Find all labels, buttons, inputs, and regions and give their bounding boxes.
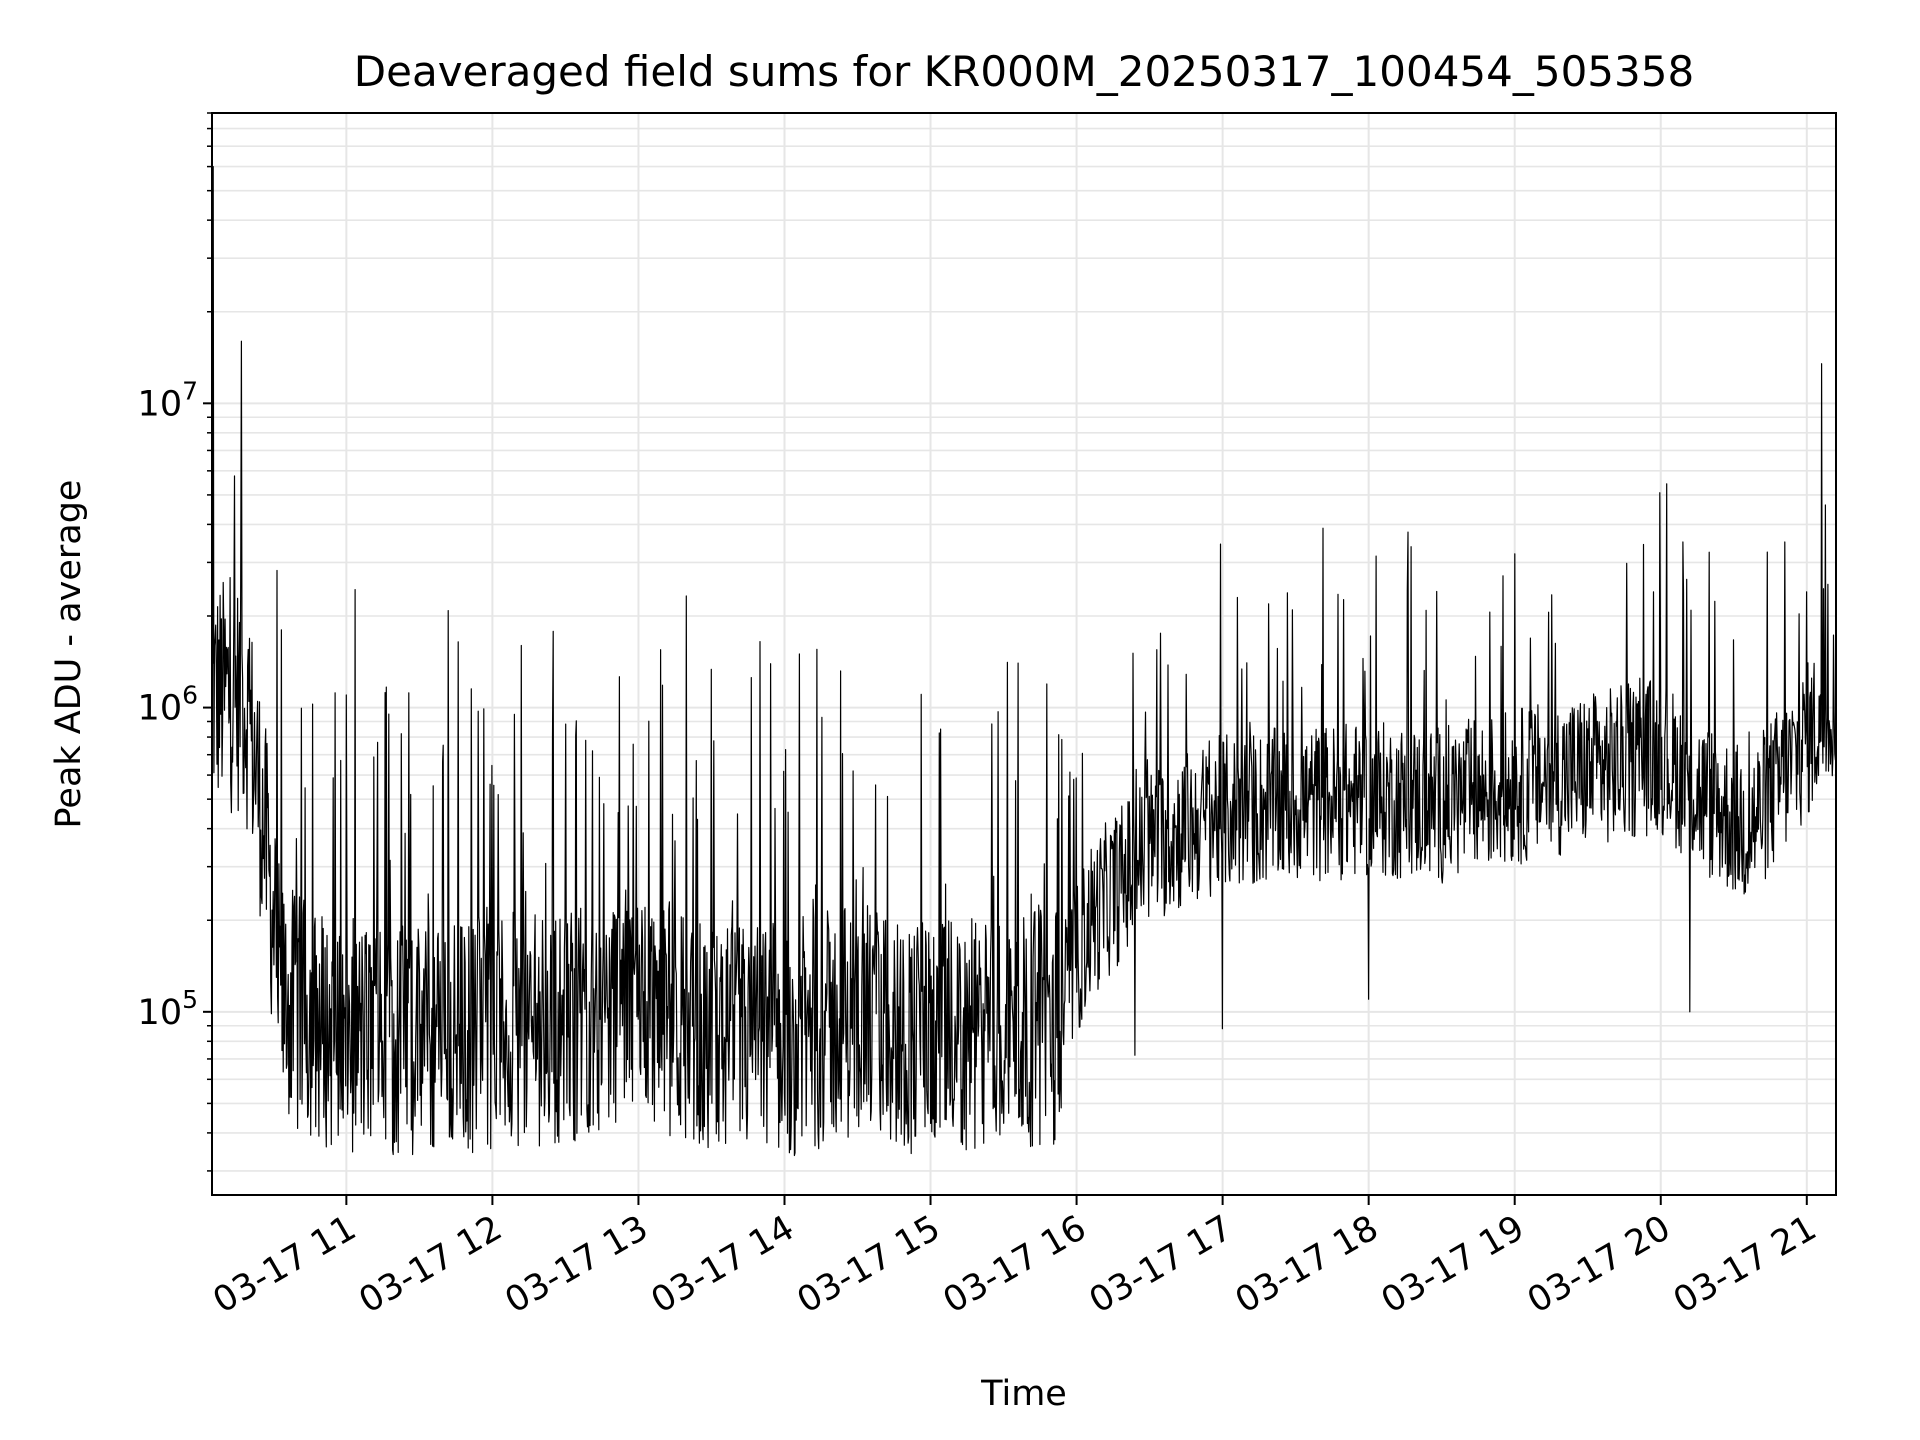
y-axis-ticks: 105 106 107: [138, 112, 212, 1172]
y-axis-label: Peak ADU - average: [49, 480, 89, 829]
plot-frame: [211, 112, 1837, 1196]
series-line: [211, 166, 1837, 1157]
y-tick-label: 105: [138, 985, 198, 1033]
y-tick-label: 107: [138, 376, 198, 424]
chart-title: Deaveraged field sums for KR000M_2025031…: [354, 47, 1694, 96]
plot-area: [211, 166, 1837, 1157]
y-tick-label: 106: [138, 681, 198, 729]
x-axis-label: Time: [980, 1374, 1067, 1414]
